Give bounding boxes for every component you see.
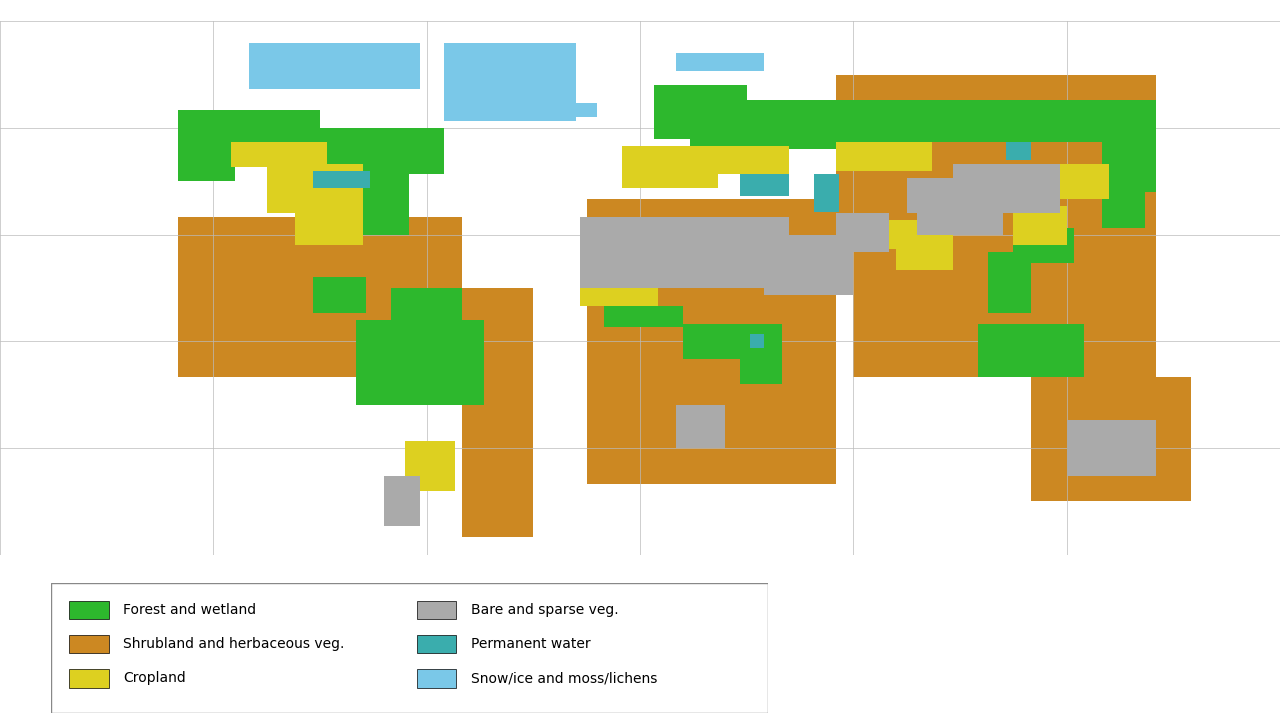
Bar (1006, 143, 1032, 160)
Bar (296, 206, 362, 246)
Bar (836, 75, 1156, 270)
Bar (896, 99, 1120, 143)
Bar (676, 405, 726, 448)
Text: Shrubland and herbaceous veg.: Shrubland and herbaceous veg. (123, 637, 344, 651)
Bar (682, 323, 746, 359)
Bar (69, 635, 109, 653)
Bar (814, 174, 840, 212)
Text: Snow/ice and moss/lichens: Snow/ice and moss/lichens (471, 672, 657, 685)
Bar (248, 42, 420, 89)
Bar (676, 53, 764, 71)
Bar (1060, 163, 1110, 199)
Bar (586, 199, 836, 484)
Bar (654, 86, 746, 139)
Bar (740, 323, 782, 384)
Bar (1102, 99, 1156, 192)
Bar (1032, 377, 1192, 501)
Bar (356, 320, 484, 405)
Bar (178, 110, 320, 153)
Bar (69, 600, 109, 619)
Bar (750, 334, 764, 348)
Bar (384, 477, 420, 526)
Bar (302, 163, 408, 235)
Bar (1102, 185, 1144, 228)
Bar (417, 670, 456, 688)
Bar (622, 145, 718, 189)
Bar (312, 171, 370, 189)
Bar (836, 143, 932, 171)
Bar (896, 235, 952, 270)
Bar (462, 288, 534, 537)
Bar (906, 178, 1060, 213)
Bar (580, 277, 658, 306)
Bar (918, 210, 1002, 235)
Bar (1014, 228, 1074, 263)
Bar (178, 121, 234, 181)
Bar (417, 635, 456, 653)
Bar (836, 213, 888, 253)
Bar (740, 174, 790, 196)
Bar (604, 306, 682, 327)
Bar (312, 277, 366, 313)
Bar (1102, 181, 1156, 270)
Bar (406, 441, 456, 490)
Bar (882, 220, 924, 249)
Bar (552, 103, 598, 117)
Bar (978, 323, 1084, 377)
Bar (952, 163, 1060, 192)
Text: Cropland: Cropland (123, 672, 186, 685)
Bar (444, 42, 576, 121)
Bar (232, 143, 328, 167)
Text: Forest and wetland: Forest and wetland (123, 603, 256, 617)
Bar (417, 600, 456, 619)
Bar (690, 135, 746, 163)
Bar (718, 145, 790, 174)
Bar (320, 128, 444, 174)
Bar (580, 217, 790, 288)
Text: Bare and sparse veg.: Bare and sparse veg. (471, 603, 618, 617)
Bar (178, 217, 462, 377)
Bar (69, 670, 109, 688)
Bar (1014, 206, 1066, 246)
Bar (746, 99, 896, 149)
Text: Permanent water: Permanent water (471, 637, 590, 651)
Bar (988, 253, 1032, 313)
Bar (764, 235, 854, 295)
Bar (854, 217, 1156, 377)
Bar (1066, 420, 1156, 477)
Bar (266, 163, 362, 213)
Bar (392, 288, 462, 323)
